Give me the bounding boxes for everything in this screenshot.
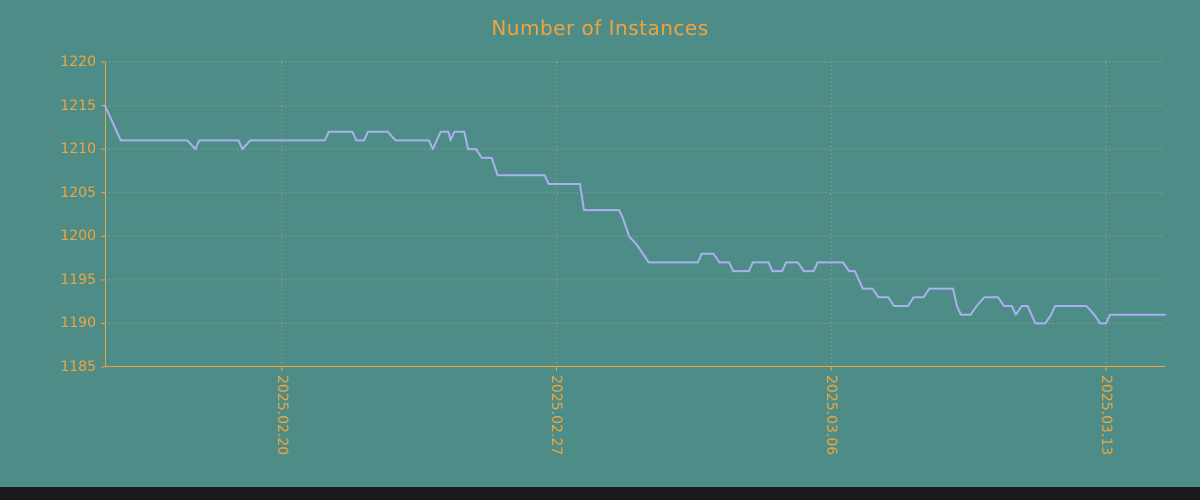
y-tick-label: 1200 [60, 228, 96, 245]
y-tick-label: 1185 [60, 359, 96, 375]
instances-series-line [104, 104, 1166, 325]
y-tick-label: 1215 [60, 97, 96, 114]
y-tick-label: 1220 [60, 54, 96, 70]
y-tick-label: 1205 [60, 184, 96, 201]
bottom-bar [0, 487, 1200, 500]
y-tick-label: 1190 [60, 315, 96, 332]
x-tick-label: 2025.03.13 [1098, 375, 1115, 456]
y-tick-label: 1210 [60, 141, 96, 158]
plot-canvas [101, 61, 1166, 371]
x-tick-label: 2025.02.27 [548, 375, 565, 456]
plot-area [101, 61, 1166, 371]
x-tick-label: 2025.02.20 [273, 375, 290, 456]
x-tick-label: 2025.03.06 [823, 375, 840, 456]
y-tick-label: 1195 [60, 271, 96, 288]
chart-title: Number of Instances [491, 16, 709, 40]
